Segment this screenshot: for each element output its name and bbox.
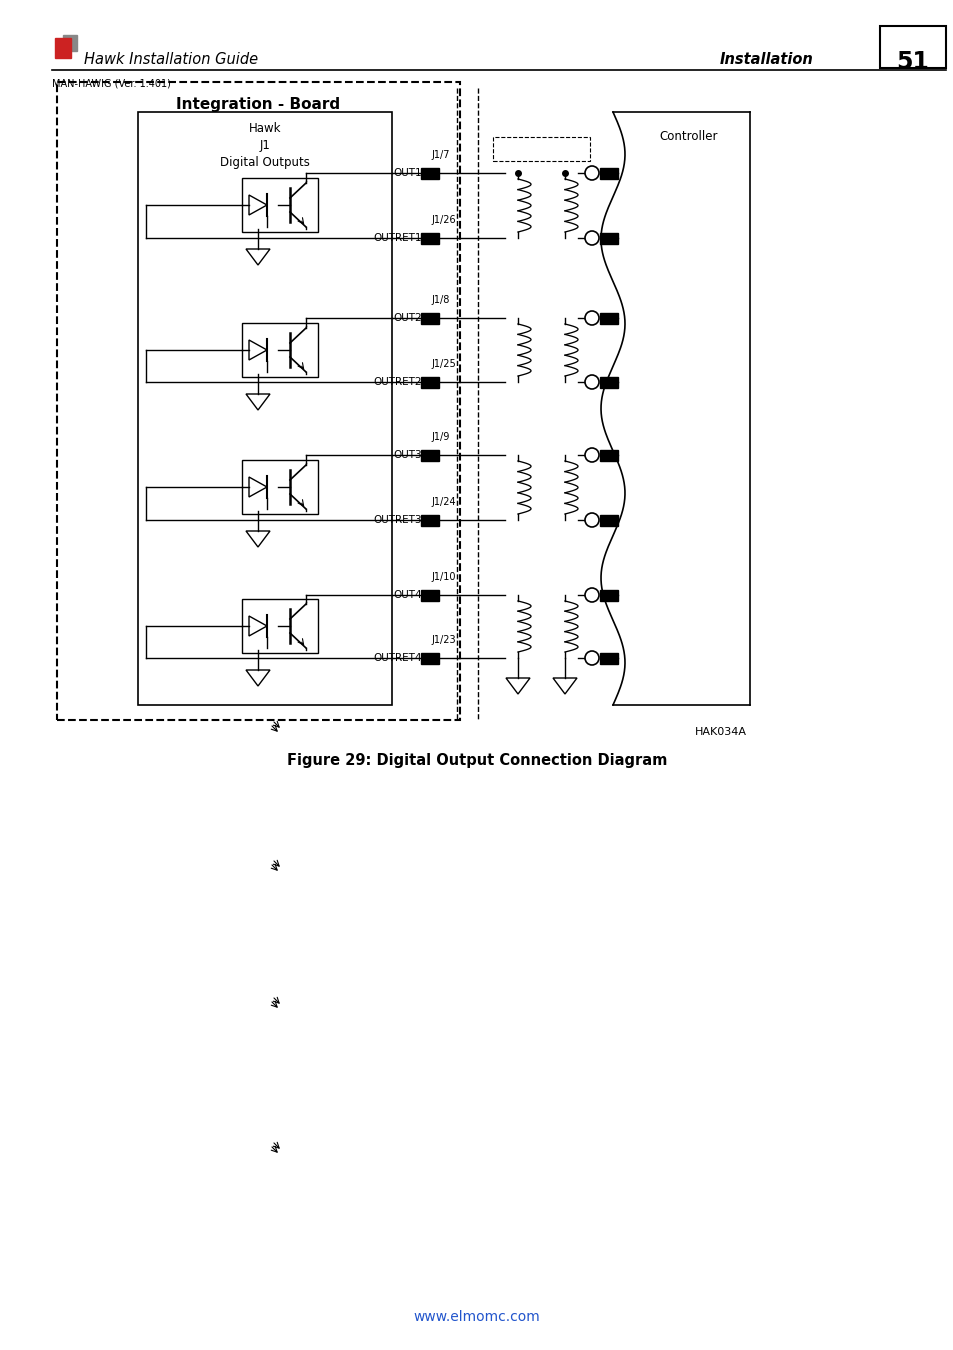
Bar: [63, 35, 77, 51]
Text: J1/23: J1/23: [431, 634, 456, 645]
Bar: [493, 136, 589, 161]
Text: 51: 51: [896, 50, 928, 74]
Bar: [420, 450, 438, 460]
Bar: [420, 312, 438, 324]
Bar: [599, 232, 618, 243]
Bar: [420, 377, 438, 387]
Bar: [138, 112, 392, 705]
Text: J1/24: J1/24: [431, 497, 456, 508]
Text: Figure 29: Digital Output Connection Diagram: Figure 29: Digital Output Connection Dia…: [287, 753, 666, 768]
Text: OUTRET4: OUTRET4: [374, 653, 421, 663]
Bar: [599, 450, 618, 460]
Bar: [242, 323, 317, 377]
Bar: [879, 26, 945, 68]
Text: J1/7: J1/7: [431, 150, 449, 161]
Bar: [599, 652, 618, 663]
Text: J1/10: J1/10: [431, 572, 455, 582]
Bar: [55, 38, 71, 58]
Bar: [599, 312, 618, 324]
Bar: [599, 167, 618, 178]
Bar: [420, 514, 438, 525]
Text: HAK034A: HAK034A: [695, 728, 746, 737]
Text: MAN-HAWIG (Ver. 1.401): MAN-HAWIG (Ver. 1.401): [52, 78, 171, 88]
Text: OUTRET3: OUTRET3: [374, 514, 421, 525]
Text: J1/9: J1/9: [431, 432, 449, 441]
Text: J1/26: J1/26: [431, 215, 456, 225]
Text: OUT3: OUT3: [393, 450, 421, 460]
Text: OUTRET1: OUTRET1: [374, 234, 421, 243]
Text: Hawk
J1
Digital Outputs: Hawk J1 Digital Outputs: [220, 122, 310, 169]
Text: Integration - Board: Integration - Board: [176, 97, 340, 112]
Bar: [57, 82, 459, 720]
Text: J1/8: J1/8: [431, 296, 449, 305]
Bar: [420, 652, 438, 663]
Text: OUT2: OUT2: [393, 313, 421, 323]
Text: OUT1: OUT1: [393, 167, 421, 178]
Bar: [599, 514, 618, 525]
Bar: [242, 178, 317, 232]
Bar: [242, 599, 317, 653]
Text: J1/25: J1/25: [431, 359, 456, 369]
Bar: [599, 590, 618, 601]
Bar: [420, 232, 438, 243]
Text: Hawk Installation Guide: Hawk Installation Guide: [84, 53, 258, 68]
Text: OUTRET2: OUTRET2: [374, 377, 421, 387]
Bar: [599, 377, 618, 387]
Text: www.elmomc.com: www.elmomc.com: [414, 1310, 539, 1324]
Text: OUT4: OUT4: [393, 590, 421, 599]
Bar: [420, 167, 438, 178]
Text: Controller: Controller: [659, 130, 718, 143]
Text: Installation: Installation: [720, 53, 813, 68]
Bar: [420, 590, 438, 601]
Bar: [242, 460, 317, 514]
